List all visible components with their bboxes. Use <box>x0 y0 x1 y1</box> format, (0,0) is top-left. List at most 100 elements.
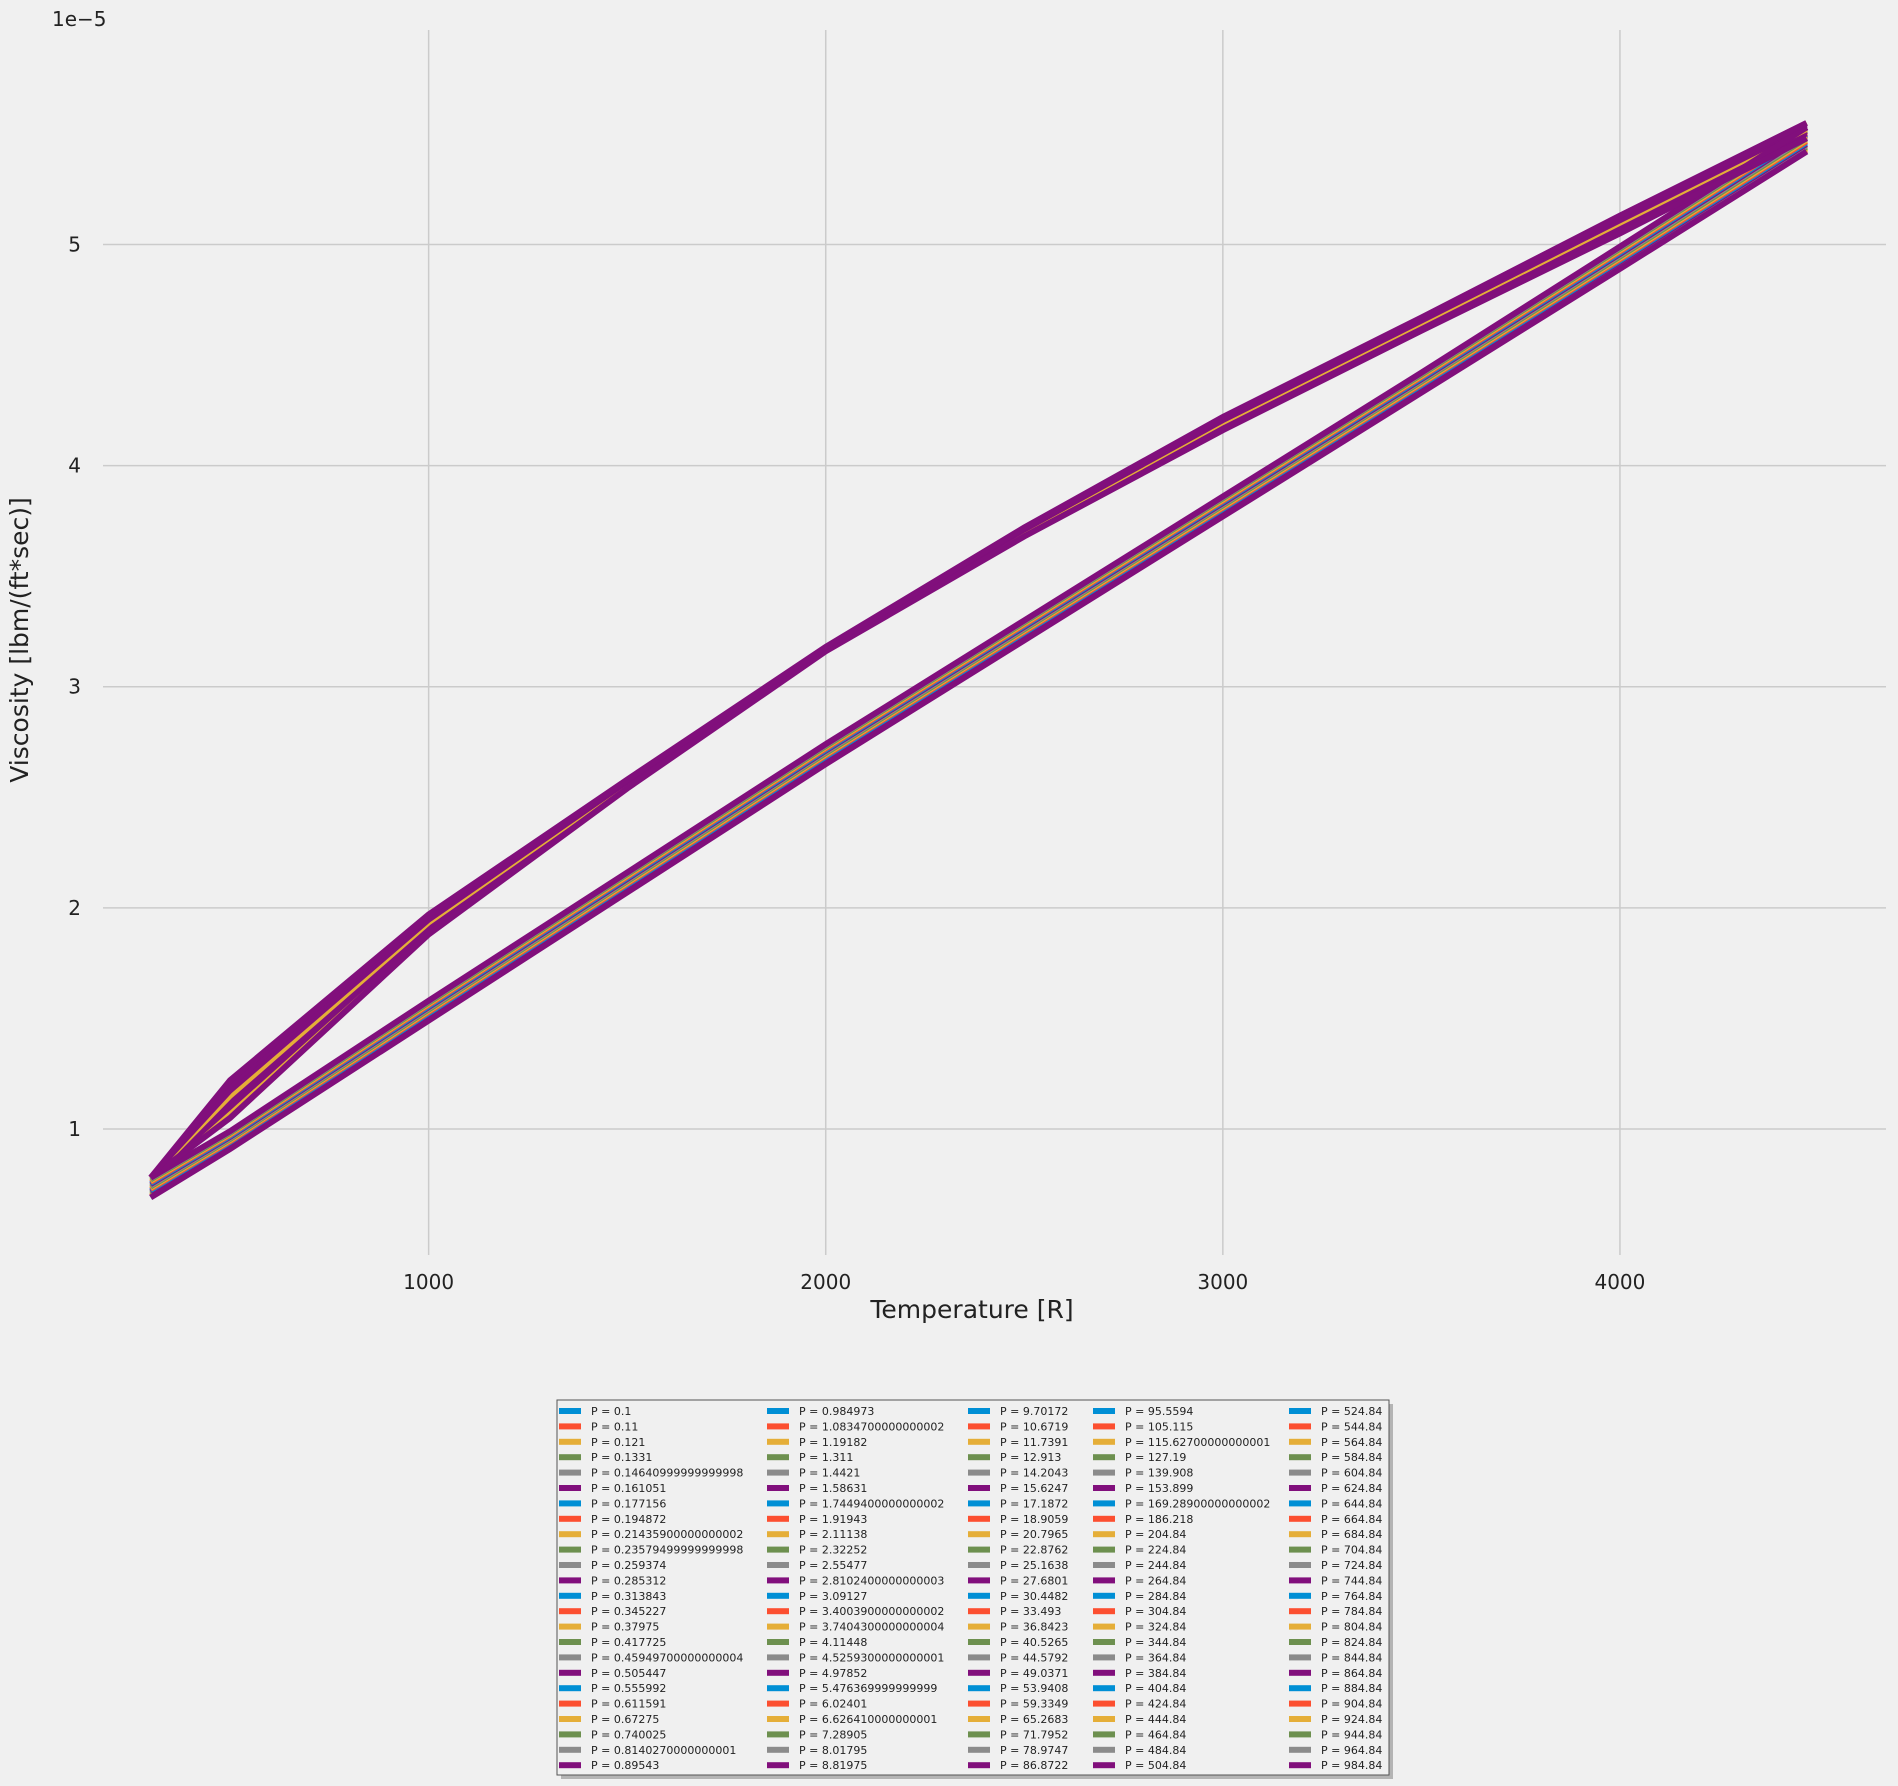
legend-swatch <box>1093 1623 1115 1630</box>
legend-swatch <box>1289 1746 1311 1753</box>
legend-swatch <box>767 1454 789 1461</box>
legend-swatch <box>767 1408 789 1414</box>
legend-label: P = 4.5259300000000001 <box>799 1651 944 1664</box>
series-line-envelope <box>149 149 1809 1201</box>
legend-label: P = 169.28900000000002 <box>1125 1497 1270 1510</box>
legend-label: P = 18.9059 <box>1000 1513 1068 1526</box>
legend-swatch <box>968 1700 990 1707</box>
legend-label: P = 30.4482 <box>1000 1590 1068 1603</box>
legend-label: P = 1.0834700000000002 <box>799 1420 944 1433</box>
legend-label: P = 544.84 <box>1321 1420 1382 1433</box>
legend-swatch <box>1289 1562 1311 1568</box>
legend-label: P = 33.493 <box>1000 1605 1061 1618</box>
legend-label: P = 5.476369999999999 <box>799 1682 937 1695</box>
legend-swatch <box>559 1408 581 1414</box>
legend-swatch <box>968 1669 990 1676</box>
legend-swatch <box>767 1639 789 1645</box>
legend-swatch <box>559 1469 581 1476</box>
legend-swatch <box>767 1531 789 1538</box>
legend-swatch <box>767 1546 789 1553</box>
legend-label: P = 1.311 <box>799 1451 853 1464</box>
legend-label: P = 2.55477 <box>799 1559 867 1572</box>
legend-swatch <box>559 1592 581 1599</box>
legend-swatch <box>1289 1438 1311 1445</box>
legend-label: P = 36.8423 <box>1000 1621 1068 1634</box>
legend-swatch <box>1093 1762 1115 1769</box>
legend-label: P = 139.908 <box>1125 1467 1193 1480</box>
legend-swatch <box>767 1685 789 1692</box>
legend-label: P = 53.9408 <box>1000 1682 1068 1695</box>
legend-label: P = 65.2683 <box>1000 1713 1068 1726</box>
legend-label: P = 0.505447 <box>591 1667 666 1680</box>
legend-swatch <box>1289 1639 1311 1645</box>
legend-swatch <box>559 1423 581 1430</box>
legend-label: P = 744.84 <box>1321 1574 1382 1587</box>
legend-label: P = 424.84 <box>1125 1698 1186 1711</box>
y-axis-label: Viscosity [lbm/(ft*sec)] <box>5 497 34 783</box>
legend-label: P = 884.84 <box>1321 1682 1382 1695</box>
legend-label: P = 0.555992 <box>591 1682 666 1695</box>
x-tick-label: 2000 <box>800 1270 851 1294</box>
x-tick-label: 1000 <box>403 1270 454 1294</box>
legend-swatch <box>1093 1454 1115 1461</box>
legend-label: P = 22.8762 <box>1000 1544 1068 1557</box>
legend-swatch <box>1093 1485 1115 1491</box>
legend-label: P = 704.84 <box>1321 1544 1382 1557</box>
legend-label: P = 484.84 <box>1125 1744 1186 1757</box>
legend-swatch <box>1289 1700 1311 1707</box>
legend-label: P = 78.9747 <box>1000 1744 1068 1757</box>
legend-swatch <box>767 1654 789 1661</box>
legend-swatch <box>1289 1577 1311 1584</box>
legend-swatch <box>1289 1500 1311 1507</box>
legend-swatch <box>1289 1762 1311 1769</box>
legend-label: P = 324.84 <box>1125 1621 1186 1634</box>
legend-swatch <box>767 1731 789 1738</box>
legend-label: P = 11.7391 <box>1000 1436 1068 1449</box>
legend-swatch <box>767 1515 789 1522</box>
legend-swatch <box>968 1562 990 1568</box>
legend-label: P = 584.84 <box>1321 1451 1382 1464</box>
legend-label: P = 0.8140270000000001 <box>591 1744 736 1757</box>
legend-label: P = 40.5265 <box>1000 1636 1068 1649</box>
legend-label: P = 1.58631 <box>799 1482 867 1495</box>
legend-swatch <box>1093 1716 1115 1722</box>
legend-label: P = 95.5594 <box>1125 1405 1193 1418</box>
legend-swatch <box>1093 1746 1115 1753</box>
legend-swatch <box>968 1577 990 1584</box>
legend-swatch <box>1093 1546 1115 1553</box>
legend-swatch <box>767 1592 789 1599</box>
legend-label: P = 0.740025 <box>591 1728 666 1741</box>
legend-label: P = 764.84 <box>1321 1590 1382 1603</box>
legend-swatch <box>1093 1438 1115 1445</box>
legend-swatch <box>1289 1515 1311 1522</box>
legend: P = 0.1 P = 0.11 P = 0.121 P = 0.1331 P = 0.… <box>556 1399 1393 1779</box>
legend-label: P = 344.84 <box>1125 1636 1186 1649</box>
legend-swatch <box>559 1654 581 1661</box>
y-tick-label: 1 <box>68 1117 81 1141</box>
legend-label: P = 6.626410000000001 <box>799 1713 937 1726</box>
legend-label: P = 0.11 <box>591 1420 638 1433</box>
legend-label: P = 9.70172 <box>1000 1405 1068 1418</box>
legend-label: P = 0.1 <box>591 1405 631 1418</box>
legend-swatch <box>559 1623 581 1630</box>
legend-label: P = 59.3349 <box>1000 1698 1068 1711</box>
y-tick-label: 3 <box>68 675 81 699</box>
legend-label: P = 0.67275 <box>591 1713 659 1726</box>
legend-swatch <box>1093 1562 1115 1568</box>
legend-label: P = 49.0371 <box>1000 1667 1068 1680</box>
legend-swatch <box>1289 1423 1311 1430</box>
legend-swatch <box>1289 1623 1311 1630</box>
legend-label: P = 444.84 <box>1125 1713 1186 1726</box>
legend-label: P = 127.19 <box>1125 1451 1186 1464</box>
legend-swatch <box>559 1746 581 1753</box>
legend-swatch <box>1093 1700 1115 1707</box>
legend-swatch <box>968 1408 990 1414</box>
legend-label: P = 224.84 <box>1125 1544 1186 1557</box>
legend-swatch <box>767 1762 789 1769</box>
legend-swatch <box>559 1546 581 1553</box>
legend-label: P = 564.84 <box>1321 1436 1382 1449</box>
legend-label: P = 624.84 <box>1321 1482 1382 1495</box>
legend-label: P = 71.7952 <box>1000 1728 1068 1741</box>
legend-label: P = 186.218 <box>1125 1513 1193 1526</box>
legend-label: P = 464.84 <box>1125 1728 1186 1741</box>
